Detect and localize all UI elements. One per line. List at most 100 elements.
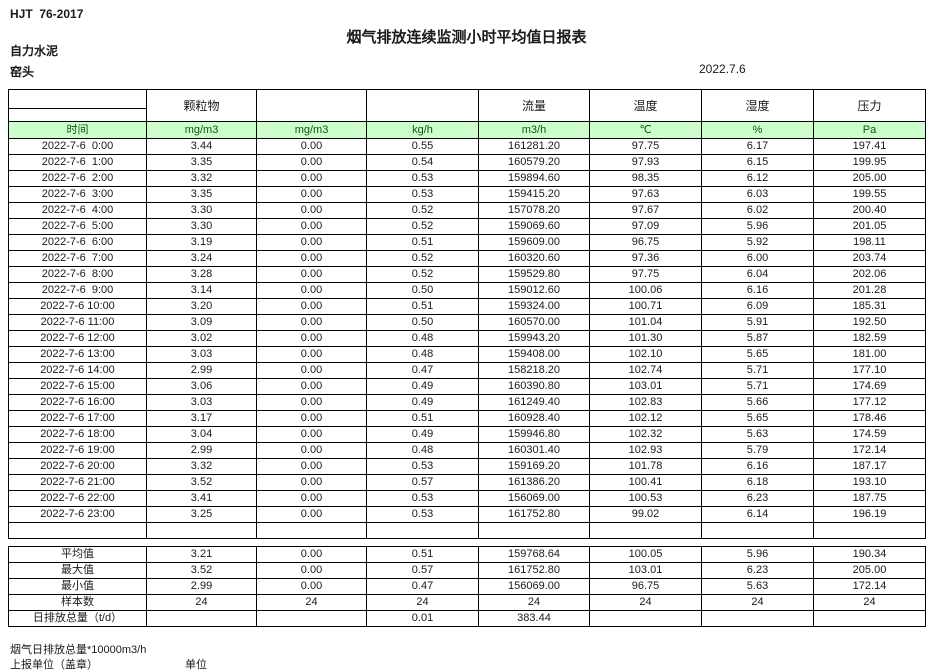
- summary-value-cell: 24: [256, 594, 367, 611]
- value-cell: 101.78: [589, 458, 702, 475]
- value-cell: 0.00: [256, 330, 367, 347]
- value-cell: 197.41: [813, 138, 926, 155]
- value-cell: 3.35: [146, 186, 257, 203]
- time-cell: 2022-7-6 5:00: [8, 218, 147, 235]
- value-cell: 158218.20: [478, 362, 590, 379]
- summary-value-cell: 24: [478, 594, 590, 611]
- value-cell: 0.00: [256, 154, 367, 171]
- value-cell: 0.00: [256, 378, 367, 395]
- empty-cell: [146, 522, 257, 539]
- time-cell: 2022-7-6 17:00: [8, 410, 147, 427]
- value-cell: 187.75: [813, 490, 926, 507]
- value-cell: 172.14: [813, 442, 926, 459]
- value-cell: 0.00: [256, 314, 367, 331]
- summary-value-cell: 100.05: [589, 546, 702, 563]
- group-header-cell: 湿度: [701, 89, 814, 122]
- value-cell: 102.83: [589, 394, 702, 411]
- value-cell: 6.12: [701, 170, 814, 187]
- value-cell: 3.02: [146, 330, 257, 347]
- value-cell: 0.53: [366, 170, 479, 187]
- empty-cell: [478, 522, 590, 539]
- value-cell: 5.79: [701, 442, 814, 459]
- unit-header-row: 时间 mg/m3 mg/m3 kg/h m3/h ℃% Pa: [8, 121, 926, 139]
- summary-value-cell: 383.44: [478, 610, 590, 627]
- value-cell: 161281.20: [478, 138, 590, 155]
- value-cell: 202.06: [813, 266, 926, 283]
- time-cell: 2022-7-6 15:00: [8, 378, 147, 395]
- time-cell: 2022-7-6 21:00: [8, 474, 147, 491]
- value-cell: 199.95: [813, 154, 926, 171]
- unit-header-cell: m3/h: [478, 121, 590, 139]
- value-cell: 6.15: [701, 154, 814, 171]
- summary-value-cell: 24: [589, 594, 702, 611]
- value-cell: 100.71: [589, 298, 702, 315]
- spacer-cell: [8, 538, 926, 547]
- value-cell: 3.03: [146, 394, 257, 411]
- time-cell: 2022-7-6 2:00: [8, 170, 147, 187]
- summary-label-cell: 最小值: [8, 578, 147, 595]
- empty-cell: [366, 522, 479, 539]
- value-cell: 0.53: [366, 186, 479, 203]
- value-cell: 0.00: [256, 490, 367, 507]
- table-row: 2022-7-6 0:00 3.44 0.00 0.55 161281.20 97.75 6…: [8, 138, 926, 155]
- value-cell: 161249.40: [478, 394, 590, 411]
- summary-value-cell: 3.52: [146, 562, 257, 579]
- value-cell: 102.93: [589, 442, 702, 459]
- value-cell: 99.02: [589, 506, 702, 523]
- table-row: 2022-7-6 6:00 3.19 0.00 0.51 159609.00 96.75 5…: [8, 234, 926, 251]
- value-cell: 159069.60: [478, 218, 590, 235]
- value-cell: 102.32: [589, 426, 702, 443]
- value-cell: 159609.00: [478, 234, 590, 251]
- time-cell: 2022-7-6 6:00: [8, 234, 147, 251]
- value-cell: 0.00: [256, 250, 367, 267]
- empty-cell: [8, 522, 147, 539]
- time-cell: 2022-7-6 14:00: [8, 362, 147, 379]
- table-row: 2022-7-6 22:00 3.41 0.00 0.53 156069.00 100.5…: [8, 490, 926, 507]
- spacer-row: [8, 538, 926, 547]
- value-cell: 159415.20: [478, 186, 590, 203]
- company-name: 自力水泥: [10, 44, 59, 58]
- value-cell: 161386.20: [478, 474, 590, 491]
- value-cell: 181.00: [813, 346, 926, 363]
- value-cell: 0.00: [256, 234, 367, 251]
- value-cell: 0.53: [366, 506, 479, 523]
- table-row: 2022-7-6 5:00 3.30 0.00 0.52 159069.60 97.09 5…: [8, 218, 926, 235]
- value-cell: 0.48: [366, 346, 479, 363]
- value-cell: 0.00: [256, 202, 367, 219]
- value-cell: 0.48: [366, 330, 479, 347]
- value-cell: 3.35: [146, 154, 257, 171]
- value-cell: 0.50: [366, 282, 479, 299]
- time-cell: 2022-7-6 16:00: [8, 394, 147, 411]
- table-row: 2022-7-6 4:00 3.30 0.00 0.52 157078.20 97.67 6…: [8, 202, 926, 219]
- value-cell: 0.49: [366, 426, 479, 443]
- time-cell: 2022-7-6 4:00: [8, 202, 147, 219]
- group-header-cell: 流量: [478, 89, 590, 122]
- summary-row: 平均值 3.21 0.00 0.51 159768.64 100.05 5.96 190.34: [8, 546, 926, 563]
- group-header-cell: [366, 89, 479, 122]
- value-cell: 5.63: [701, 426, 814, 443]
- value-cell: 98.35: [589, 170, 702, 187]
- value-cell: 2.99: [146, 442, 257, 459]
- value-cell: 187.17: [813, 458, 926, 475]
- value-cell: 159529.80: [478, 266, 590, 283]
- summary-value-cell: 0.47: [366, 578, 479, 595]
- table-row: 2022-7-6 10:00 3.20 0.00 0.51 159324.00 100.7…: [8, 298, 926, 315]
- summary-value-cell: 0.00: [256, 546, 367, 563]
- header-group-row-top: 颗粒物 流量 温度 湿度 压力: [8, 89, 926, 122]
- summary-value-cell: 172.14: [813, 578, 926, 595]
- value-cell: 0.00: [256, 474, 367, 491]
- empty-row: [8, 522, 926, 539]
- summary-value-cell: [701, 610, 814, 627]
- table-row: 2022-7-6 9:00 3.14 0.00 0.50 159012.60 100.06…: [8, 282, 926, 299]
- summary-value-cell: [256, 610, 367, 627]
- summary-value-cell: 3.21: [146, 546, 257, 563]
- value-cell: 5.96: [701, 218, 814, 235]
- value-cell: 160320.60: [478, 250, 590, 267]
- value-cell: 0.00: [256, 506, 367, 523]
- value-cell: 159943.20: [478, 330, 590, 347]
- value-cell: 177.12: [813, 394, 926, 411]
- unit-header-cell: ℃: [589, 121, 702, 139]
- value-cell: 0.00: [256, 394, 367, 411]
- value-cell: 5.65: [701, 410, 814, 427]
